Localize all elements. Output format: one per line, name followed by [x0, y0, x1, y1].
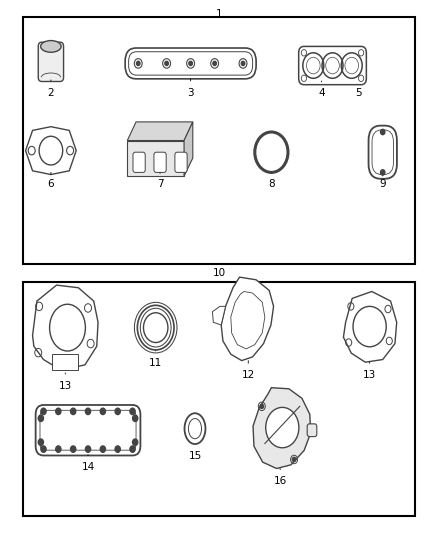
- Circle shape: [115, 408, 120, 415]
- Circle shape: [213, 61, 216, 66]
- Polygon shape: [184, 122, 193, 176]
- Text: 10: 10: [212, 268, 226, 278]
- FancyBboxPatch shape: [133, 152, 145, 172]
- Ellipse shape: [49, 304, 85, 351]
- Text: 8: 8: [268, 179, 275, 189]
- Circle shape: [322, 53, 343, 78]
- Circle shape: [85, 408, 91, 415]
- Circle shape: [353, 306, 386, 347]
- Circle shape: [266, 407, 299, 448]
- Circle shape: [85, 446, 91, 453]
- Bar: [22, 282, 416, 516]
- FancyBboxPatch shape: [368, 126, 397, 179]
- FancyBboxPatch shape: [125, 48, 256, 79]
- Circle shape: [133, 439, 138, 446]
- FancyBboxPatch shape: [372, 130, 393, 174]
- Polygon shape: [25, 127, 76, 174]
- Circle shape: [115, 446, 120, 453]
- Circle shape: [133, 415, 138, 422]
- Circle shape: [38, 439, 43, 446]
- Circle shape: [381, 130, 385, 135]
- Circle shape: [260, 404, 264, 408]
- Circle shape: [137, 61, 140, 66]
- Circle shape: [71, 446, 76, 453]
- FancyBboxPatch shape: [35, 405, 141, 456]
- Circle shape: [39, 136, 63, 165]
- Circle shape: [100, 446, 106, 453]
- Circle shape: [38, 415, 43, 422]
- Circle shape: [189, 61, 192, 66]
- Polygon shape: [127, 122, 193, 141]
- Text: 4: 4: [318, 88, 325, 98]
- Polygon shape: [253, 387, 311, 469]
- Circle shape: [100, 408, 106, 415]
- Bar: [52, 354, 78, 370]
- Circle shape: [41, 446, 46, 453]
- Polygon shape: [221, 277, 274, 361]
- Circle shape: [130, 408, 135, 415]
- Polygon shape: [212, 306, 226, 325]
- Circle shape: [165, 61, 168, 66]
- Polygon shape: [343, 292, 397, 362]
- Ellipse shape: [41, 41, 61, 52]
- Text: 13: 13: [59, 381, 72, 391]
- Circle shape: [41, 408, 46, 415]
- FancyBboxPatch shape: [299, 46, 366, 85]
- Circle shape: [130, 446, 135, 453]
- FancyBboxPatch shape: [129, 52, 253, 75]
- Polygon shape: [127, 141, 184, 176]
- Text: 6: 6: [48, 179, 54, 189]
- FancyBboxPatch shape: [38, 42, 64, 82]
- Ellipse shape: [188, 418, 201, 439]
- FancyBboxPatch shape: [154, 152, 166, 172]
- Circle shape: [71, 408, 76, 415]
- Text: 16: 16: [273, 477, 287, 487]
- Circle shape: [303, 53, 324, 78]
- Text: 3: 3: [187, 88, 194, 98]
- Text: 15: 15: [188, 451, 201, 461]
- Circle shape: [56, 408, 61, 415]
- Text: 11: 11: [149, 358, 162, 368]
- FancyBboxPatch shape: [175, 152, 187, 172]
- Text: 14: 14: [81, 462, 95, 472]
- Circle shape: [341, 53, 362, 78]
- Text: 9: 9: [379, 179, 386, 189]
- Circle shape: [292, 457, 296, 462]
- Bar: [22, 17, 416, 264]
- Ellipse shape: [184, 413, 205, 444]
- Text: 12: 12: [242, 370, 255, 380]
- Polygon shape: [32, 285, 98, 370]
- Text: 13: 13: [363, 370, 376, 380]
- Circle shape: [241, 61, 245, 66]
- FancyBboxPatch shape: [307, 424, 317, 437]
- FancyBboxPatch shape: [40, 410, 136, 450]
- Text: 2: 2: [48, 88, 54, 98]
- Circle shape: [56, 446, 61, 453]
- Polygon shape: [231, 292, 265, 349]
- Text: 5: 5: [355, 88, 362, 98]
- Text: 7: 7: [157, 179, 163, 189]
- Circle shape: [381, 169, 385, 175]
- Text: 1: 1: [215, 9, 223, 19]
